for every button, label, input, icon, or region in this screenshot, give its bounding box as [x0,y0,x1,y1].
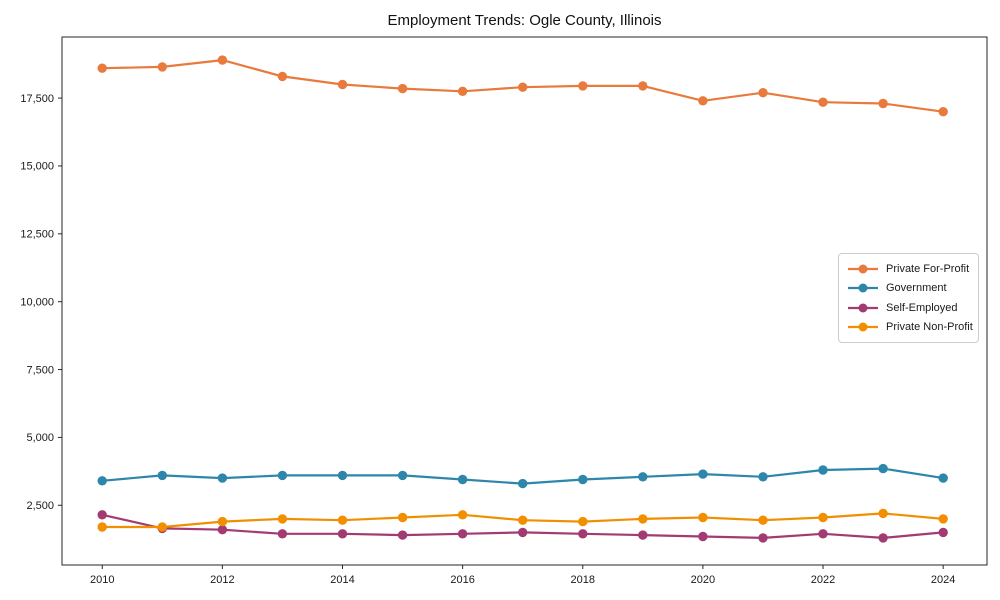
data-point-marker [698,96,708,106]
data-point-marker [578,516,588,527]
legend-item-government: Government [847,279,970,299]
data-point-marker [698,512,708,523]
data-point-marker [97,510,107,520]
data-point-marker [578,529,588,539]
x-axis-tick-label: 2016 [450,574,474,586]
data-point-marker [217,473,228,483]
x-axis-tick-label: 2024 [931,574,955,586]
data-point-marker [277,470,288,481]
data-point-marker [818,512,828,523]
x-axis-tick-label: 2018 [571,574,595,586]
y-axis-tick-label: 7,500 [26,364,54,376]
data-point-marker [878,533,888,543]
data-point-marker [518,515,528,525]
data-point-marker [337,79,348,90]
data-point-marker [457,474,468,485]
data-point-marker [397,530,408,540]
legend-label: Private For-Profit [886,262,970,275]
plot-border [61,36,988,566]
series-private-for-profit [97,55,948,117]
data-point-marker [397,512,408,523]
x-axis-tick-label: 2012 [210,574,234,586]
data-point-marker [217,516,228,527]
y-axis-tick-label: 10,000 [20,296,54,308]
chart-title: Employment Trends: Ogle County, Illinois [387,12,662,29]
data-point-marker [698,469,708,479]
data-point-marker [337,515,348,525]
legend-item-self-employed: Self-Employed [847,298,970,318]
legend-label: Government [886,282,947,295]
chart-legend: Private For-Profit Government Self-Employe… [838,253,979,343]
legend-item-private-for-profit: Private For-Profit [847,259,970,279]
data-point-marker [337,529,348,539]
data-point-marker [938,473,948,483]
series-self-employed [97,510,948,543]
data-point-marker [157,62,167,72]
y-axis-tick-label: 2,500 [26,500,54,512]
data-point-marker [758,515,768,525]
legend-swatch-icon [848,264,878,274]
data-point-marker [638,472,648,482]
legend-swatch-icon [848,322,878,332]
data-point-marker [578,81,588,91]
data-point-marker [277,529,288,539]
data-point-marker [578,474,588,485]
x-axis-tick-label: 2014 [330,574,354,586]
data-point-marker [217,525,228,535]
data-point-marker [638,514,648,524]
y-axis-tick-label: 17,500 [20,93,54,105]
legend-label: Self-Employed [886,301,958,314]
data-point-marker [277,514,288,524]
data-point-marker [397,470,408,481]
data-point-marker [818,465,828,475]
data-point-marker [457,510,468,520]
data-point-marker [97,63,107,73]
data-point-marker [938,527,948,538]
data-point-marker [337,470,348,481]
data-point-marker [157,522,167,532]
data-point-marker [938,107,948,117]
data-point-marker [758,472,768,482]
data-point-marker [457,86,468,97]
data-point-marker [397,83,408,94]
data-point-marker [638,530,648,540]
legend-item-private-non-profit: Private Non-Profit [847,318,973,338]
y-axis-tick-label: 12,500 [20,229,54,241]
data-point-marker [938,514,948,524]
y-axis-tick-label: 5,000 [26,432,54,444]
series-private-non-profit [97,508,948,532]
data-point-marker [277,71,288,82]
data-point-marker [638,81,648,91]
series-government [97,463,948,489]
data-point-marker [457,529,468,539]
x-axis-tick-label: 2022 [811,574,835,586]
data-point-marker [698,531,708,542]
x-axis-tick-label: 2010 [90,574,114,586]
data-point-marker [97,476,107,486]
y-axis-tick-label: 15,000 [20,161,54,173]
data-point-marker [157,470,167,481]
data-point-marker [818,529,828,539]
x-axis-tick-label: 2020 [691,574,715,586]
data-point-marker [518,527,528,538]
legend-swatch-icon [848,283,878,293]
legend-label: Private Non-Profit [886,321,973,334]
data-point-marker [878,508,888,519]
data-point-marker [758,88,768,98]
data-point-marker [818,97,828,107]
data-point-marker [518,478,528,489]
legend-swatch-icon [848,303,878,313]
data-point-marker [518,82,528,92]
data-point-marker [878,463,888,474]
data-point-marker [758,533,768,543]
data-point-marker [97,522,107,532]
data-point-marker [878,98,888,109]
data-point-marker [217,55,228,65]
